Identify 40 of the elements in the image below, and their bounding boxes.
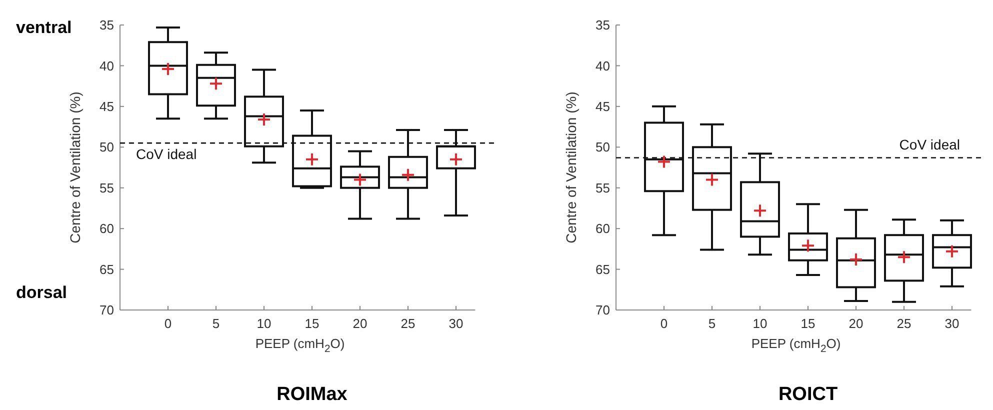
x-axis-title: PEEP (cmH$_{2}$O) [751,336,841,355]
y-tick-label: 70 [100,302,114,318]
y-axis-title: Centre of Ventilation (%) [563,92,579,244]
x-tick-label: 25 [896,316,912,331]
y-tick-label: 40 [596,58,610,74]
y-tick-label: 40 [100,58,114,74]
ref-line-label: CoV ideal [136,146,197,162]
y-tick-label: 65 [596,262,610,277]
x-tick-label: 10 [256,316,272,331]
x-tick-label: 15 [304,316,320,331]
x-tick-label: 5 [708,316,716,331]
y-tick-label: 50 [100,140,114,155]
y-tick-label: 55 [596,180,610,196]
y-tick-label: 60 [596,221,610,236]
y-tick-label: 55 [100,180,114,196]
x-tick-label: 0 [660,316,668,331]
x-tick-label: 5 [212,316,220,331]
y-tick-label: 60 [100,221,114,236]
x-tick-label: 15 [800,316,816,331]
x-tick-label: 10 [752,316,768,331]
ref-line-label: CoV ideal [899,136,960,153]
y-tick-label: 35 [100,18,114,33]
y-axis-title: Centre of Ventilation (%) [67,92,83,244]
text: ROIMax [276,384,348,405]
y-tick-label: 50 [596,140,610,155]
x-axis-title: PEEP (cmH$_{2}$O) [255,336,345,355]
y-tick-label: 45 [596,98,610,114]
text: ventral [16,18,72,37]
y-tick-label: 45 [100,98,114,114]
x-tick-label: 20 [352,316,368,331]
y-tick-label: 70 [596,302,610,318]
x-tick-label: 0 [164,316,172,331]
y-tick-label: 35 [596,18,610,33]
text: dorsal [16,283,68,302]
x-tick-label: 30 [944,316,960,331]
x-tick-label: 30 [448,316,464,331]
x-tick-label: 20 [848,316,864,331]
y-tick-label: 65 [100,262,114,277]
x-tick-label: 25 [400,316,416,331]
text: ROICT [778,384,838,405]
